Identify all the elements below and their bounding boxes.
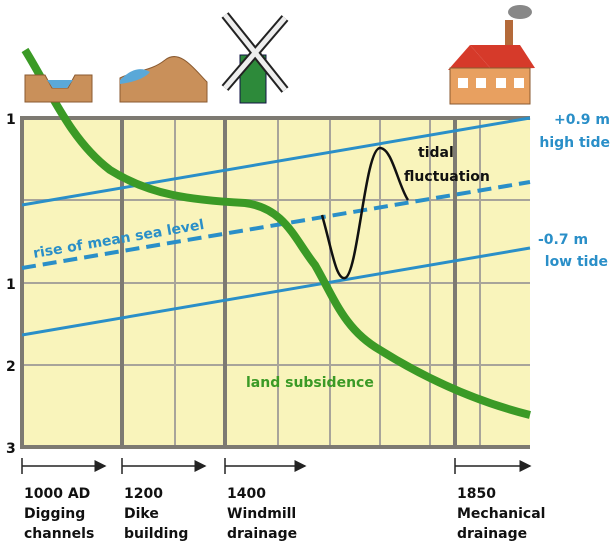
mean-sea-level <box>21 180 531 270</box>
timeline-text: Mechanical <box>457 506 545 522</box>
timeline-text: channels <box>24 526 94 542</box>
y-label: 1 <box>6 112 16 128</box>
timeline-year: 1200 <box>124 486 163 502</box>
timeline-text: Dike <box>124 506 159 522</box>
low-tide-line <box>21 246 531 337</box>
y-label: 1 <box>6 277 16 293</box>
timeline: 1000 AD Digging channels 1200 Dike building 14… <box>21 458 545 542</box>
timeline-year: 1850 <box>457 486 496 502</box>
land-curve <box>21 47 531 419</box>
high-tide-line <box>21 116 531 207</box>
timeline-text: Digging <box>24 506 85 522</box>
timeline-text: drainage <box>457 526 527 542</box>
factory-icon <box>448 5 535 105</box>
annotation: fluctuation <box>404 169 490 185</box>
dike-icon <box>119 56 208 103</box>
timeline-year: 1400 <box>227 486 266 502</box>
windmill-icon <box>221 12 289 104</box>
y-label: 2 <box>6 359 16 375</box>
timeline-text: drainage <box>227 526 297 542</box>
tidal-curve <box>320 146 410 280</box>
timeline-year: 1000 AD <box>24 486 90 502</box>
annotation: +0.9 m <box>554 112 610 128</box>
channel-icon <box>24 74 93 103</box>
annotation: -0.7 m <box>538 232 588 248</box>
timeline-text: Windmill <box>227 506 296 522</box>
annotation: land subsidence <box>246 375 374 391</box>
timeline-text: building <box>124 526 188 542</box>
annotation: low tide <box>545 254 608 270</box>
annotation: tidal <box>418 145 454 161</box>
y-label: 3 <box>6 441 16 457</box>
annotation: high tide <box>539 135 610 151</box>
